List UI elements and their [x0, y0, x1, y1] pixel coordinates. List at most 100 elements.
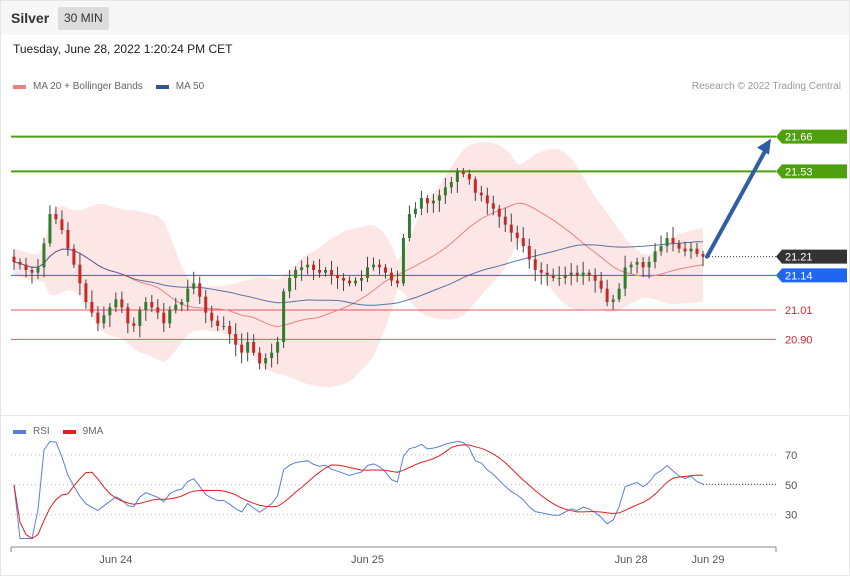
- candle-body: [24, 264, 28, 270]
- candle-body: [563, 275, 567, 278]
- candle: [342, 273, 346, 292]
- candle-body: [96, 312, 100, 324]
- candle: [306, 256, 310, 275]
- candle: [695, 242, 699, 257]
- candle: [30, 266, 34, 284]
- candle: [42, 238, 46, 278]
- candle: [365, 256, 369, 283]
- candle-body: [611, 299, 615, 302]
- candle-body: [300, 267, 304, 270]
- candle: [479, 185, 483, 202]
- candle: [204, 289, 208, 324]
- candle-body: [324, 270, 328, 273]
- candle: [569, 262, 573, 286]
- candle-body: [144, 302, 148, 310]
- candle-body: [318, 270, 322, 273]
- candle-body: [539, 270, 543, 273]
- candle: [419, 190, 423, 216]
- legend-swatch-ma50: [155, 84, 169, 89]
- timeframe-button[interactable]: 30 MIN: [58, 7, 109, 30]
- candle-body: [258, 352, 262, 364]
- candle: [467, 169, 471, 185]
- legend-swatch-rsi: [13, 429, 26, 434]
- price-tag-3: [776, 268, 847, 283]
- candle-body: [521, 238, 525, 246]
- candle: [497, 204, 501, 228]
- candle: [216, 315, 220, 331]
- candle: [689, 242, 693, 259]
- candle: [84, 279, 88, 309]
- candle-body: [276, 342, 280, 353]
- candle: [701, 250, 705, 267]
- candle: [312, 260, 316, 281]
- candle: [36, 259, 40, 280]
- candle: [431, 193, 435, 213]
- candle-body: [132, 323, 136, 326]
- rsi-ma-line: [13, 444, 704, 540]
- candle: [162, 302, 166, 333]
- candle-body: [18, 262, 22, 265]
- ma50-line: [13, 241, 704, 306]
- candle: [114, 292, 118, 313]
- candle-body: [186, 288, 190, 302]
- x-tick-label-3: Jun 29: [691, 554, 724, 566]
- rsi-line: [13, 440, 704, 539]
- candle: [671, 226, 675, 252]
- candle-body: [629, 264, 633, 268]
- candle: [18, 258, 22, 270]
- candle-body: [653, 251, 657, 262]
- candle-body: [593, 275, 597, 281]
- candle: [383, 264, 387, 279]
- candle-body: [425, 198, 429, 204]
- candle: [533, 249, 537, 282]
- candle: [455, 167, 459, 193]
- candle-body: [671, 238, 675, 244]
- candle-body: [294, 270, 298, 278]
- candle-body: [252, 342, 256, 353]
- candle: [557, 266, 561, 286]
- candle: [198, 276, 202, 304]
- candle: [575, 265, 579, 283]
- candle: [240, 333, 244, 364]
- candle-body: [503, 216, 507, 225]
- candle-body: [605, 288, 609, 302]
- candle-body: [162, 312, 166, 324]
- candle: [581, 261, 585, 285]
- candle-body: [575, 272, 579, 276]
- candle-body: [695, 248, 699, 254]
- candle: [521, 227, 525, 253]
- price-tag-0: [776, 129, 847, 144]
- candle: [108, 303, 112, 328]
- candle-body: [336, 275, 340, 278]
- projection-arrow-head: [757, 138, 771, 155]
- candle-body: [677, 243, 681, 249]
- candle: [126, 303, 130, 334]
- legend-item-rsi: RSI: [13, 426, 50, 437]
- candle: [599, 271, 603, 293]
- candle-body: [120, 299, 124, 308]
- candle-body: [138, 310, 142, 326]
- candle-body: [354, 280, 358, 284]
- candle-body: [66, 230, 70, 249]
- candle-body: [240, 344, 244, 353]
- candle: [485, 187, 489, 215]
- candle-body: [48, 214, 52, 244]
- price-tag-label-1: 21.53: [785, 166, 813, 178]
- candle: [324, 267, 328, 277]
- candle-body: [383, 267, 387, 273]
- candle: [617, 283, 621, 303]
- x-tick-label-0: Jun 24: [99, 554, 132, 566]
- candle: [96, 306, 100, 332]
- candle-body: [491, 203, 495, 209]
- candle: [587, 269, 591, 282]
- x-tick-label-1: Jun 25: [351, 554, 384, 566]
- candle: [48, 205, 52, 247]
- price-tag-1: [776, 164, 847, 179]
- candle: [78, 253, 82, 296]
- candle: [174, 297, 178, 314]
- candle-body: [60, 219, 64, 230]
- candle-body: [377, 264, 381, 268]
- candle-body: [108, 307, 112, 316]
- candle-body: [270, 352, 274, 358]
- candle-body: [509, 224, 513, 233]
